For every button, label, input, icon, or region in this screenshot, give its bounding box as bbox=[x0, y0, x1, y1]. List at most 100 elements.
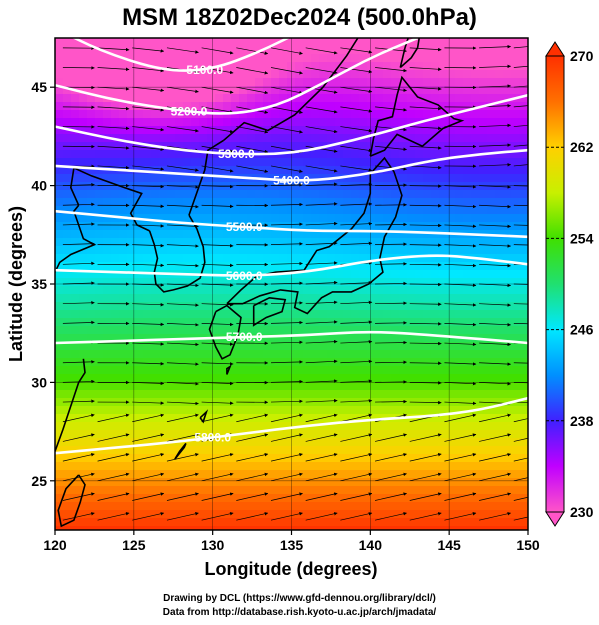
field-cell bbox=[503, 70, 512, 79]
field-cell bbox=[295, 46, 304, 55]
field-cell bbox=[63, 86, 72, 95]
field-cell bbox=[519, 510, 528, 519]
field-cell bbox=[327, 206, 336, 215]
field-cell bbox=[183, 358, 192, 367]
field-cell bbox=[343, 486, 352, 495]
field-cell bbox=[311, 134, 320, 143]
field-cell bbox=[223, 470, 232, 479]
field-cell bbox=[151, 190, 160, 199]
field-cell bbox=[487, 310, 496, 319]
field-cell bbox=[207, 174, 216, 183]
field-cell bbox=[159, 78, 168, 87]
wind-streamlines bbox=[62, 44, 528, 521]
field-cell bbox=[191, 502, 200, 511]
wind-arrow bbox=[375, 301, 407, 305]
field-cell bbox=[135, 62, 144, 71]
wind-arrow bbox=[340, 413, 373, 423]
field-cell bbox=[159, 510, 168, 519]
field-cell bbox=[431, 78, 440, 87]
field-cell bbox=[487, 398, 496, 407]
field-cell bbox=[79, 406, 88, 415]
field-cell bbox=[487, 494, 496, 503]
field-cell bbox=[455, 438, 464, 447]
field-cell bbox=[343, 246, 352, 255]
field-cell bbox=[239, 350, 248, 359]
wind-arrow bbox=[201, 165, 234, 173]
field-cell bbox=[159, 294, 168, 303]
field-cell bbox=[503, 254, 512, 263]
field-cell bbox=[279, 214, 288, 223]
field-cell bbox=[87, 270, 96, 279]
field-cell bbox=[87, 254, 96, 263]
field-cell bbox=[103, 374, 112, 383]
field-cell bbox=[407, 518, 416, 527]
field-cell bbox=[55, 310, 64, 319]
field-cell bbox=[295, 118, 304, 127]
field-cell bbox=[519, 118, 528, 127]
field-cell bbox=[487, 166, 496, 175]
field-cell bbox=[255, 486, 264, 495]
field-cell bbox=[439, 342, 448, 351]
field-cell bbox=[439, 350, 448, 359]
field-cell bbox=[55, 518, 64, 527]
field-cell bbox=[407, 406, 416, 415]
field-cell bbox=[143, 70, 152, 79]
field-cell bbox=[79, 246, 88, 255]
field-cell bbox=[87, 422, 96, 431]
field-cell bbox=[463, 190, 472, 199]
field-cell bbox=[279, 470, 288, 479]
field-cell bbox=[151, 126, 160, 135]
field-cell bbox=[511, 254, 520, 263]
field-cell bbox=[503, 102, 512, 111]
field-cell bbox=[79, 214, 88, 223]
field-cell bbox=[143, 78, 152, 87]
field-cell bbox=[367, 238, 376, 247]
field-cell bbox=[351, 230, 360, 239]
field-cell bbox=[223, 294, 232, 303]
field-cell bbox=[71, 150, 80, 159]
field-cell bbox=[127, 366, 136, 375]
field-cell bbox=[415, 206, 424, 215]
field-cell bbox=[127, 78, 136, 87]
field-cell bbox=[111, 198, 120, 207]
field-cell bbox=[231, 398, 240, 407]
field-cell bbox=[407, 502, 416, 511]
field-cell bbox=[127, 318, 136, 327]
field-cell bbox=[247, 494, 256, 503]
field-cell bbox=[55, 254, 64, 263]
field-cell bbox=[343, 326, 352, 335]
wind-arrow bbox=[132, 433, 165, 442]
field-cell bbox=[471, 342, 480, 351]
field-cell bbox=[359, 110, 368, 119]
field-cell bbox=[319, 118, 328, 127]
field-cell bbox=[471, 438, 480, 447]
field-cell bbox=[127, 502, 136, 511]
field-cell bbox=[319, 166, 328, 175]
wind-arrow bbox=[444, 303, 477, 307]
field-cell bbox=[159, 94, 168, 103]
field-cell bbox=[167, 78, 176, 87]
field-cell bbox=[207, 326, 216, 335]
field-cell bbox=[71, 470, 80, 479]
field-cell bbox=[519, 350, 528, 359]
field-cell bbox=[359, 430, 368, 439]
credits-line-2: Data from http://database.rish.kyoto-u.a… bbox=[162, 607, 437, 618]
wind-arrow bbox=[166, 323, 199, 327]
field-cell bbox=[415, 390, 424, 399]
field-cell bbox=[215, 454, 224, 463]
field-cell bbox=[343, 142, 352, 151]
field-cell bbox=[103, 126, 112, 135]
field-cell bbox=[455, 238, 464, 247]
field-cell bbox=[199, 494, 208, 503]
field-cell bbox=[303, 494, 312, 503]
field-cell bbox=[119, 462, 128, 471]
field-cell bbox=[271, 166, 280, 175]
field-cell bbox=[135, 366, 144, 375]
field-cell bbox=[271, 126, 280, 135]
field-cell bbox=[455, 350, 464, 359]
field-cell bbox=[231, 286, 240, 295]
wind-arrow bbox=[132, 401, 165, 405]
field-cell bbox=[311, 462, 320, 471]
field-cell bbox=[143, 134, 152, 143]
field-cell bbox=[239, 518, 248, 527]
